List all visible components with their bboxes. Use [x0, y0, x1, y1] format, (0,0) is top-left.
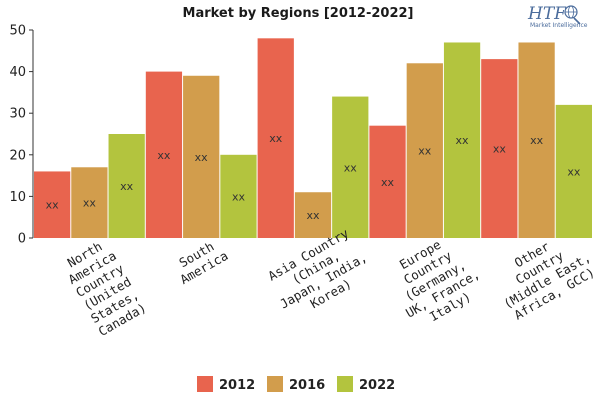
data-labels: xx xx xx xx xx xx xx xx xx xx xx xx xx xx xx	[46, 132, 581, 222]
bar-2012-3	[369, 125, 406, 238]
data-label: xx	[157, 149, 171, 162]
data-label: xx	[46, 199, 60, 212]
bar-2022-1	[220, 154, 257, 238]
data-label: xx	[269, 132, 283, 145]
category-label-text: Asia Country(China,Japan, India,Korea)	[262, 224, 377, 325]
legend-swatch-2012	[197, 376, 213, 392]
category-label-text: NorthAmericaCountry(UnitedStates,Canada)	[58, 235, 149, 340]
data-label: xx	[344, 161, 358, 174]
data-label: xx	[381, 176, 395, 189]
legend-swatch-2022	[337, 376, 353, 392]
category-label: NorthAmericaCountry(UnitedStates,Canada)	[58, 235, 149, 340]
logo-tagline: Market Intelligence	[530, 22, 588, 29]
bar-2012-2	[257, 38, 294, 238]
legend-swatch-2016	[267, 376, 283, 392]
legend-label-2012: 2012	[219, 378, 255, 393]
data-label: xx	[418, 145, 432, 158]
bar-2016-2	[294, 192, 332, 238]
logo: HTF Market Intelligence	[527, 4, 588, 29]
bar-2022-0	[108, 134, 145, 238]
bar-2016-1	[183, 75, 220, 238]
category-label-text: EuropeCountry(Germany,UK, France,Italy)	[380, 227, 489, 333]
y-tick-label: 30	[9, 107, 26, 122]
bar-2012-0	[34, 171, 71, 238]
legend-label-2022: 2022	[359, 378, 395, 393]
data-label: xx	[83, 197, 97, 210]
data-label: xx	[456, 134, 470, 147]
data-label: xx	[567, 165, 581, 178]
bar-2016-3	[406, 63, 443, 238]
legend: 2012 2016 2022	[197, 376, 395, 393]
bar-2016-4	[518, 42, 555, 239]
bar-2016-0	[71, 167, 108, 238]
category-label-text: SouthAmerica	[170, 235, 231, 287]
logo-brand: HTF	[527, 4, 567, 24]
bar-2022-2	[332, 96, 369, 238]
category-label: EuropeCountry(Germany,UK, France,Italy)	[380, 227, 489, 333]
bars	[34, 38, 592, 239]
chart-title: Market by Regions [2012-2022]	[183, 6, 414, 21]
category-label: SouthAmerica	[170, 235, 231, 288]
y-tick-label: 50	[9, 24, 26, 39]
data-label: xx	[493, 143, 507, 156]
globe-icon	[564, 5, 581, 25]
data-label: xx	[232, 190, 246, 203]
data-label: xx	[306, 209, 320, 222]
axes: 0 10 20 30 40 50	[9, 24, 34, 247]
bar-2022-3	[443, 42, 481, 239]
bar-2012-4	[481, 59, 518, 239]
legend-label-2016: 2016	[289, 378, 325, 393]
category-labels: NorthAmericaCountry(UnitedStates,Canada)…	[58, 224, 600, 340]
data-label: xx	[530, 134, 544, 147]
bar-2012-1	[145, 71, 183, 238]
y-tick-label: 20	[9, 148, 26, 163]
bar-2022-4	[555, 104, 592, 238]
data-label: xx	[195, 151, 209, 164]
y-tick-label: 0	[18, 232, 26, 247]
category-label: Asia Country(China,Japan, India,Korea)	[262, 224, 377, 325]
y-tick-label: 10	[9, 190, 26, 205]
data-label: xx	[120, 180, 134, 193]
category-label: OtherCountry(Middle East,Africa, GCC)	[486, 224, 600, 325]
y-tick-label: 40	[9, 65, 26, 80]
category-label-text: OtherCountry(Middle East,Africa, GCC)	[486, 224, 600, 325]
